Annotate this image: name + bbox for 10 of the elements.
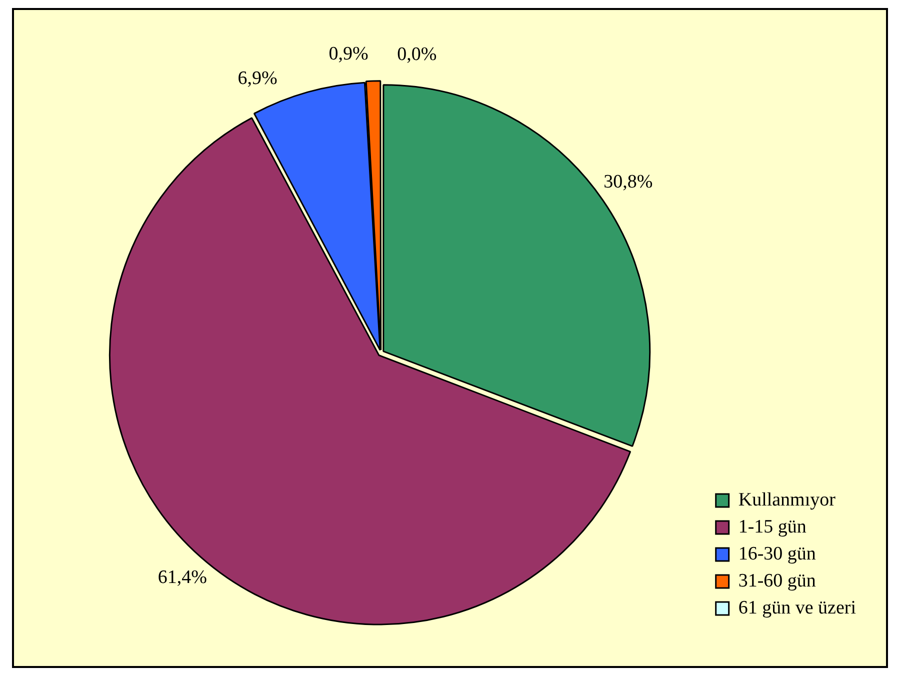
- legend-label: 61 gün ve üzeri: [738, 597, 856, 618]
- data-label: 61,4%: [158, 567, 208, 588]
- legend-label: 31-60 gün: [738, 570, 816, 592]
- data-label: 30,8%: [604, 172, 653, 193]
- legend-label: 16-30 gün: [738, 543, 816, 564]
- data-label: 6,9%: [238, 68, 278, 90]
- data-label: 0,9%: [328, 43, 368, 64]
- text: 0,0%: [397, 44, 437, 65]
- legend-label: Kullanmıyor: [738, 489, 836, 510]
- legend-label: 1-15 gün: [738, 516, 807, 538]
